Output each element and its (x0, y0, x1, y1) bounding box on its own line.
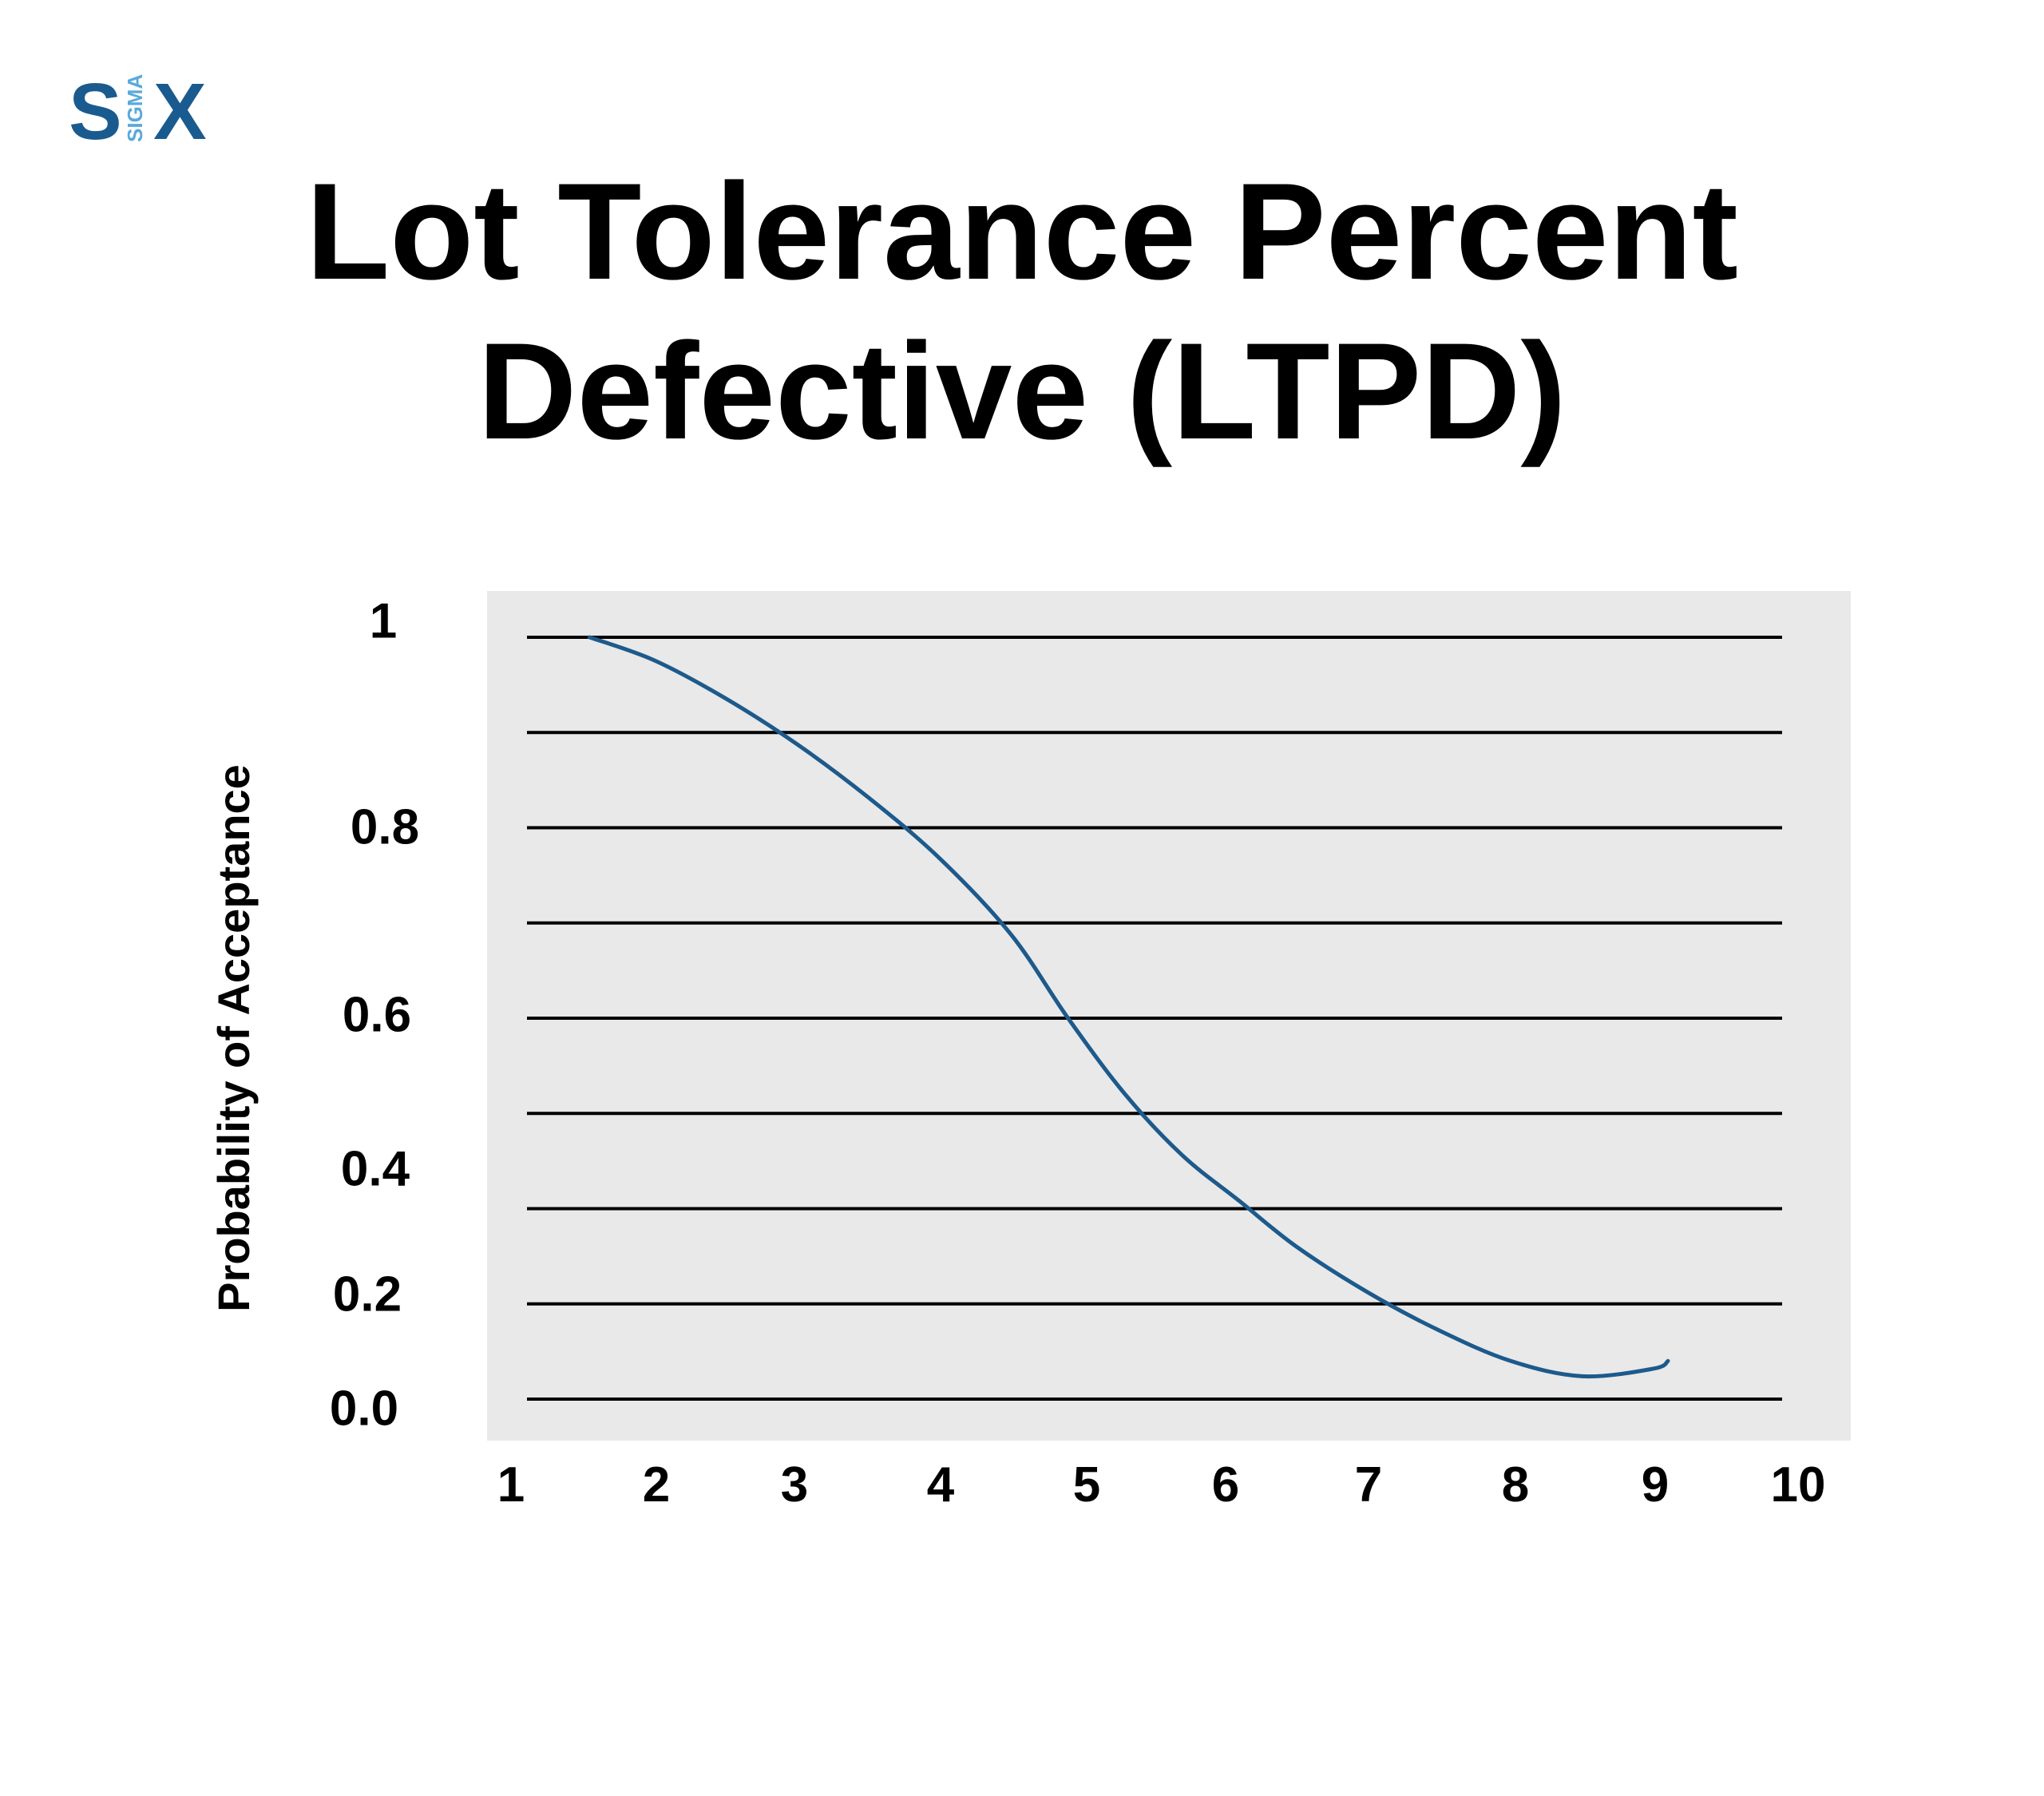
chart-title: Lot Tolerance Percent Defective (LTPD) (0, 152, 2044, 471)
y-tick-label: 0.6 (343, 987, 411, 1042)
sixsigma-logo: S SIGMA X (69, 67, 207, 147)
x-tick-label: 5 (1073, 1457, 1100, 1513)
logo-sigma-text: SIGMA (123, 74, 147, 142)
x-tick-label: 9 (1642, 1457, 1669, 1513)
gridlines (527, 636, 1782, 1401)
y-axis-label: Probability of Acceptance (208, 764, 259, 1312)
chart-title-line-1: Lot Tolerance Percent (306, 155, 1738, 308)
y-tick-label: 0.8 (351, 799, 419, 854)
y-tick-label: 0.0 (330, 1381, 398, 1436)
oc-curve-line (587, 635, 1670, 1379)
y-tick-label: 1 (370, 593, 397, 648)
y-tick-label: 0.4 (341, 1141, 410, 1196)
chart-title-line-2: Defective (LTPD) (477, 315, 1567, 468)
logo-letter-s: S (69, 67, 122, 147)
x-tick-label: 6 (1212, 1457, 1239, 1513)
x-tick-label: 10 (1771, 1457, 1826, 1513)
x-tick-label: 3 (781, 1457, 808, 1513)
y-tick-label: 0.2 (333, 1267, 402, 1322)
plot-background (487, 591, 1851, 1441)
x-tick-label: 1 (497, 1457, 525, 1513)
x-tick-label: 2 (643, 1457, 670, 1513)
x-tick-label: 8 (1502, 1457, 1529, 1513)
x-tick-label: 7 (1355, 1457, 1382, 1513)
x-tick-labels: 1 2 3 4 5 6 7 8 9 10 (497, 1457, 1826, 1513)
logo-letter-x: X (153, 67, 207, 147)
x-tick-label: 4 (927, 1457, 955, 1513)
y-tick-labels: 0.0 0.2 0.4 0.6 0.8 1 (330, 593, 419, 1436)
